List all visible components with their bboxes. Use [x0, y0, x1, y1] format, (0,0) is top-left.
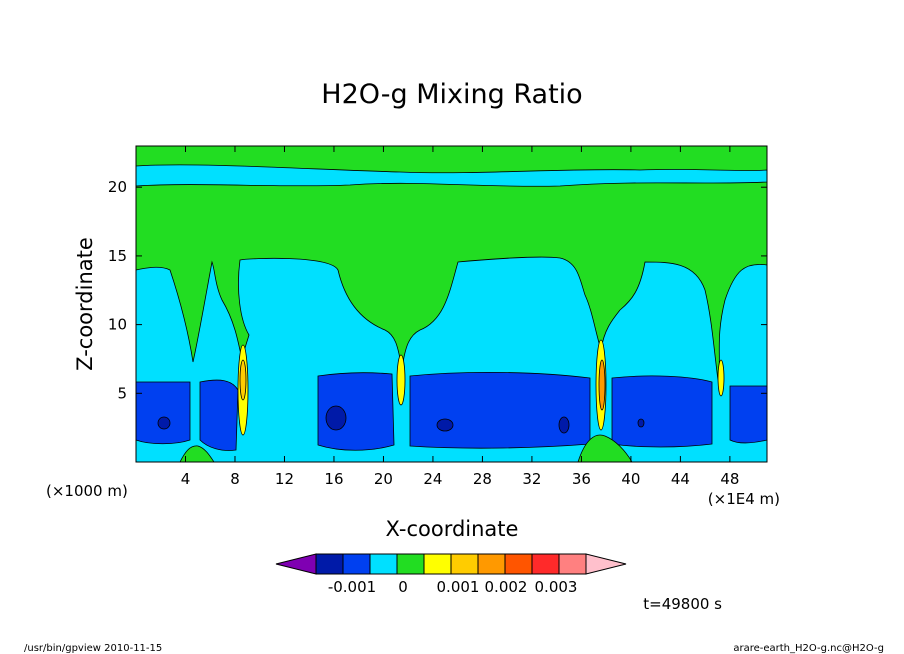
colorbar-swatch: [504, 553, 533, 575]
colorbar-swatch: [450, 553, 479, 575]
yellow-column: [717, 359, 725, 397]
colorbar-label: 0.001: [437, 578, 480, 596]
x-axis-ticks: 4 8 12 16 20 24 28 32 36 40 44 48: [181, 146, 739, 488]
dark-blue-spot: [436, 418, 454, 432]
lower-blue-far-right: [729, 385, 768, 444]
plot-area: [135, 145, 768, 463]
dark-blue-spot: [558, 416, 570, 434]
colorbar-swatch: [423, 553, 452, 575]
colorbar-high-end: [585, 553, 627, 575]
x-tick-label: 44: [671, 470, 690, 488]
orange-column: [598, 359, 606, 411]
x-tick-label: 16: [324, 470, 343, 488]
plot-frame: [135, 145, 768, 463]
colorbar-swatch: [315, 553, 344, 575]
colorbar-label: 0.003: [535, 578, 578, 596]
lower-blue-left: [135, 381, 191, 445]
colorbar-labels: -0.001 0 0.001 0.002 0.003: [328, 578, 578, 596]
y-axis-label: Z-coordinate: [73, 237, 97, 371]
x-tick-label: 40: [621, 470, 640, 488]
lower-blue-mid-left: [199, 379, 239, 451]
lower-blue-right: [611, 375, 713, 448]
lower-blue-center: [409, 371, 591, 449]
x-tick-label: 36: [572, 470, 591, 488]
footer-left: /usr/bin/gpview 2010-11-15: [24, 643, 162, 654]
colorbar-swatch: [531, 553, 560, 575]
x-tick-label: 24: [423, 470, 442, 488]
x-tick-label: 8: [230, 470, 240, 488]
x-tick-label: 20: [374, 470, 393, 488]
y-tick-label: 5: [117, 384, 127, 402]
x-tick-label: 4: [181, 470, 191, 488]
x-unit-left: (×1000 m): [46, 482, 128, 500]
y-tick-label: 20: [108, 178, 127, 196]
orange-column: [239, 359, 247, 401]
colorbar-swatch: [396, 553, 425, 575]
green-bottom: [179, 434, 633, 463]
time-annotation: t=49800 s: [643, 595, 722, 613]
colorbar-swatch: [369, 553, 398, 575]
x-tick-label: 12: [275, 470, 294, 488]
x-tick-label: 28: [473, 470, 492, 488]
colorbar: [275, 553, 627, 575]
upper-green-layer: [135, 145, 768, 381]
y-tick-label: 15: [108, 247, 127, 265]
colorbar-swatch: [477, 553, 506, 575]
x-tick-label: 48: [720, 470, 739, 488]
dark-blue-spot: [157, 416, 171, 430]
colorbar-label: -0.001: [328, 578, 376, 596]
lower-blue-mid: [317, 372, 395, 451]
dark-blue-spot: [637, 418, 645, 428]
chart-title: H2O-g Mixing Ratio: [321, 79, 582, 110]
colorbar-swatch: [342, 553, 371, 575]
y-axis-ticks: 5 10 15 20: [108, 178, 767, 402]
colorbar-label: 0.002: [485, 578, 528, 596]
colorbar-label: 0: [398, 578, 408, 596]
x-axis-label: X-coordinate: [386, 517, 519, 541]
x-tick-label: 32: [522, 470, 541, 488]
yellow-column: [396, 354, 406, 406]
footer-right: arare-earth_H2O-g.nc@H2O-g: [733, 643, 884, 654]
x-unit-right: (×1E4 m): [708, 490, 780, 508]
colorbar-low-end: [275, 553, 317, 575]
dark-blue-spot: [325, 405, 347, 431]
colorbar-swatch: [558, 553, 587, 575]
y-tick-label: 10: [108, 316, 127, 334]
